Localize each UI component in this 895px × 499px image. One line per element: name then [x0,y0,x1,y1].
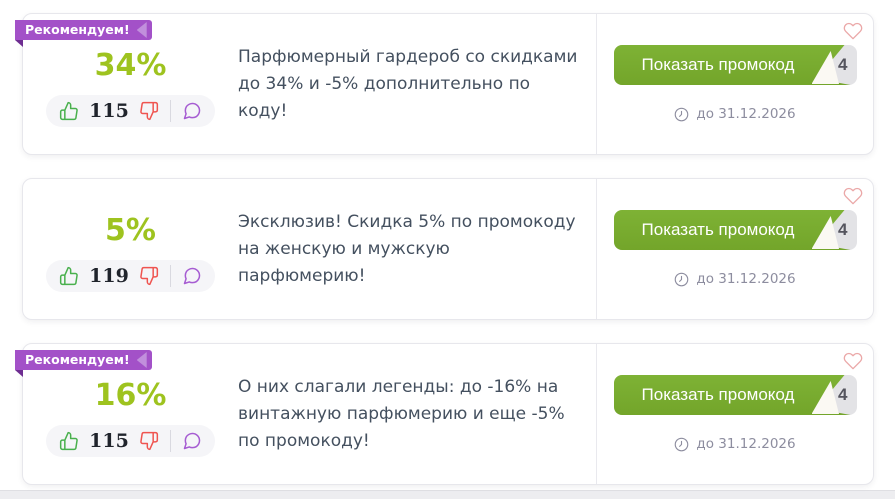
dislike-button[interactable] [139,431,159,451]
ribbon-chevron-icon [136,352,147,368]
like-button[interactable] [59,101,79,121]
description-column: Эксклюзив! Скидка 5% по промокоду на жен… [238,179,596,319]
show-promocode-label: Показать промокод [614,210,857,250]
recommended-badge: Рекомендуем! [15,20,152,40]
next-section-edge [0,490,895,499]
heart-icon [843,352,863,370]
thumb-down-icon [140,266,158,286]
pill-divider [169,430,171,452]
promocode-hint: 4 [838,385,848,404]
show-promocode-button[interactable]: 4 Показать промокод [613,45,857,85]
expiry-date: до 31.12.2026 [696,271,796,287]
dislike-button[interactable] [139,266,159,286]
discount-value: 16% [94,378,167,413]
speech-bubble-icon [183,432,201,450]
likes-count: 119 [89,265,129,287]
thumb-down-icon [140,101,158,121]
pill-divider [169,265,171,287]
likes-count: 115 [89,430,129,452]
discount-column: 34% 115 [23,14,238,154]
heart-icon [843,187,863,205]
action-column: 4 Показать промокод до 31.12.2026 [596,14,873,154]
clock-icon [675,107,689,121]
ribbon-fold [15,370,23,377]
description-column: Парфюмерный гардероб со скидками до 34% … [238,14,596,154]
show-promocode-button[interactable]: 4 Показать промокод [613,375,857,415]
recommended-badge-label: Рекомендуем! [25,352,130,367]
thumb-down-icon [140,431,158,451]
comments-button[interactable] [182,431,202,451]
comments-button[interactable] [182,266,202,286]
coupon-list: Рекомендуем! 34% 115 [15,13,874,485]
clock-icon [675,437,689,451]
show-promocode-button[interactable]: 4 Показать промокод [613,210,857,250]
like-button[interactable] [59,266,79,286]
clock-icon [675,272,689,286]
action-column: 4 Показать промокод до 31.12.2026 [596,179,873,319]
discount-value: 5% [105,213,156,248]
vote-pill: 115 [46,425,215,457]
pill-divider [169,100,171,122]
like-button[interactable] [59,431,79,451]
expiry-row: до 31.12.2026 [674,271,796,287]
thumb-up-icon [60,266,78,286]
coupon-card: 5% 119 Эксклюзив! Скидка 5% по про [22,178,874,320]
promocode-hint: 4 [838,55,848,74]
expiry-row: до 31.12.2026 [674,436,796,452]
recommended-badge-label: Рекомендуем! [25,22,130,37]
coupon-card: Рекомендуем! 34% 115 [15,13,874,155]
likes-count: 115 [89,100,129,122]
coupon-description: Эксклюзив! Скидка 5% по промокоду на жен… [238,211,576,286]
coupon-card: Рекомендуем! 16% 115 [15,343,874,485]
discount-column: 16% 115 [23,344,238,484]
speech-bubble-icon [183,267,201,285]
thumb-up-icon [60,101,78,121]
ribbon-fold [15,40,23,47]
recommended-badge: Рекомендуем! [15,350,152,370]
expiry-date: до 31.12.2026 [696,106,796,122]
dislike-button[interactable] [139,101,159,121]
promocode-hint: 4 [838,220,848,239]
comments-button[interactable] [182,101,202,121]
coupon-description: Парфюмерный гардероб со скидками до 34% … [238,46,578,121]
coupon-description: О них слагали легенды: до -16% на винтаж… [238,376,565,451]
discount-value: 34% [94,48,167,83]
heart-icon [843,22,863,40]
description-column: О них слагали легенды: до -16% на винтаж… [238,344,596,484]
expiry-date: до 31.12.2026 [696,436,796,452]
favorite-button[interactable] [842,21,864,41]
speech-bubble-icon [183,102,201,120]
expiry-row: до 31.12.2026 [674,106,796,122]
ribbon-chevron-icon [136,22,147,38]
vote-pill: 115 [46,95,215,127]
action-column: 4 Показать промокод до 31.12.2026 [596,344,873,484]
favorite-button[interactable] [842,351,864,371]
vote-pill: 119 [46,260,215,292]
thumb-up-icon [60,431,78,451]
discount-column: 5% 119 [23,179,238,319]
favorite-button[interactable] [842,186,864,206]
